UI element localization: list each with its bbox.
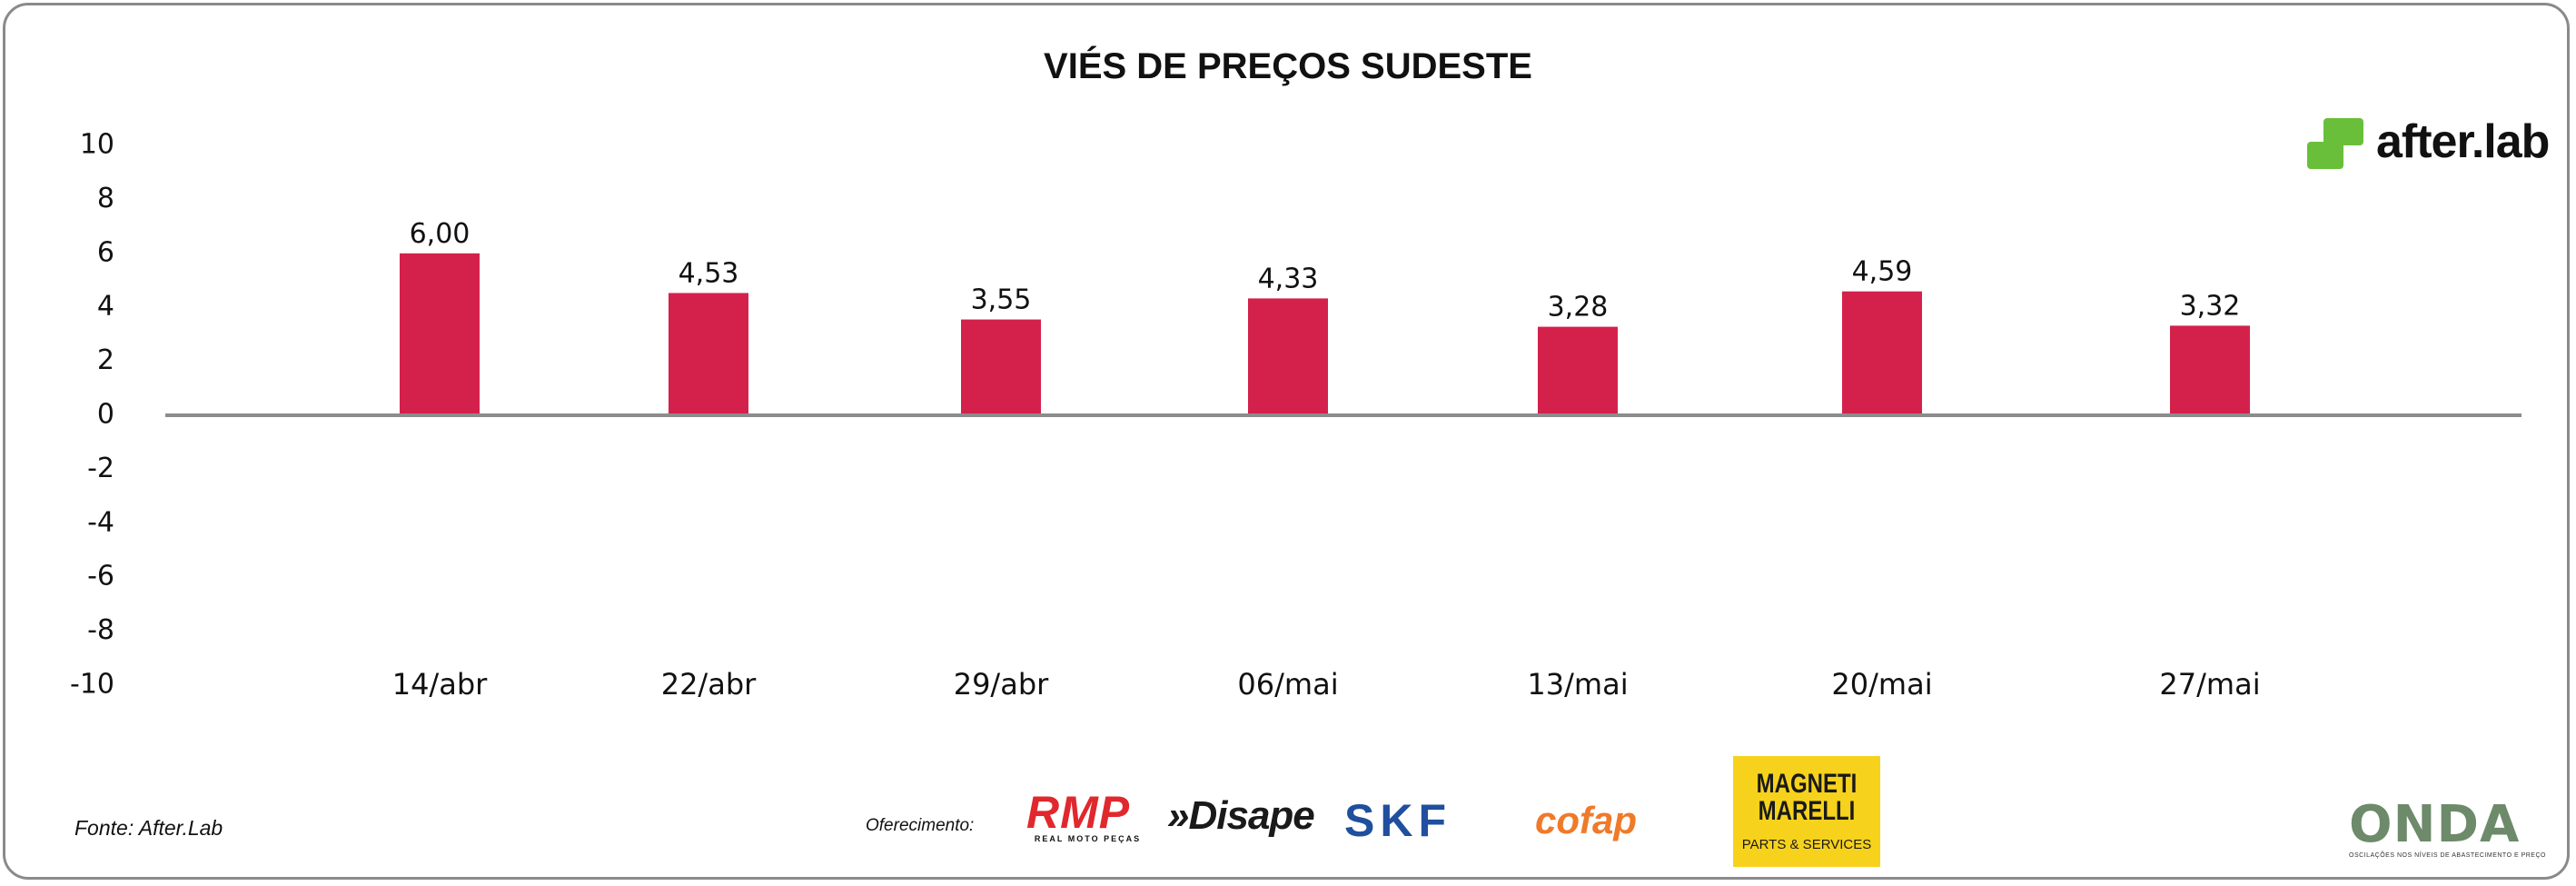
- bar: [1842, 291, 1922, 415]
- bar: [400, 253, 480, 415]
- data-label: 3,28: [1548, 292, 1609, 324]
- chart-title: VIÉS DE PREÇOS SUDESTE: [1044, 45, 1532, 86]
- bar: [2170, 325, 2250, 415]
- y-axis-ticks: 10 8 6 4 2 0 -2 -4 -6 -8 -10: [70, 129, 114, 701]
- data-label: 3,55: [971, 284, 1032, 316]
- after-lab-wordmark: after.lab: [2376, 115, 2550, 168]
- x-axis-ticks: 14/abr 22/abr 29/abr 06/mai 13/mai 20/mai 27/m…: [392, 667, 2261, 702]
- bar: [1248, 298, 1328, 415]
- onda-wordmark: ONDA: [2349, 795, 2521, 854]
- y-tick-label: 6: [97, 236, 114, 268]
- y-tick-label: 2: [97, 344, 114, 376]
- rmp-logo: RMP REAL MOTO PEÇAS: [1026, 787, 1149, 843]
- onda-logo: ONDA OSCILAÇÕES NOS NÍVEIS DE ABASTECIME…: [2349, 795, 2546, 863]
- bar: [669, 293, 748, 415]
- data-label: 3,32: [2180, 290, 2241, 322]
- after-lab-logo-icon: [2307, 118, 2363, 169]
- magneti-marelli-line2: MARELLI: [1758, 796, 1856, 826]
- y-tick-label: -8: [87, 614, 114, 646]
- y-tick-label: 8: [97, 183, 114, 214]
- disape-wordmark: »Disape: [1167, 793, 1315, 838]
- cofap-logo: cofap: [1535, 798, 1703, 843]
- y-tick-label: 10: [80, 129, 114, 161]
- x-tick-label: 27/mai: [2159, 667, 2260, 702]
- after-lab-logo: after.lab: [2304, 114, 2558, 169]
- bar: [961, 319, 1041, 415]
- data-label: 4,53: [679, 257, 739, 289]
- source-note: Fonte: After.Lab: [74, 816, 223, 840]
- magneti-marelli-line3: PARTS & SERVICES: [1741, 837, 1872, 852]
- chart-frame: [3, 3, 2570, 880]
- bars: [400, 253, 2250, 415]
- data-label: 4,33: [1258, 263, 1319, 294]
- x-tick-label: 13/mai: [1527, 667, 1628, 702]
- data-label: 6,00: [410, 218, 471, 250]
- data-label: 4,59: [1852, 256, 1913, 288]
- skf-logo: SKF: [1344, 798, 1512, 843]
- rmp-subtitle: REAL MOTO PEÇAS: [1034, 834, 1142, 843]
- data-labels: 6,00 4,53 3,55 4,33 3,28 4,59 3,32: [410, 218, 2241, 324]
- onda-subtitle: OSCILAÇÕES NOS NÍVEIS DE ABASTECIMENTO E…: [2349, 852, 2546, 859]
- x-tick-label: 06/mai: [1237, 667, 1338, 702]
- x-tick-label: 22/abr: [661, 667, 757, 702]
- x-tick-label: 29/abr: [954, 667, 1049, 702]
- y-tick-label: -4: [87, 506, 114, 538]
- y-tick-label: 0: [97, 399, 114, 431]
- rmp-wordmark: RMP: [1026, 787, 1131, 838]
- magneti-marelli-logo: MAGNETI MARELLI PARTS & SERVICES: [1733, 756, 1880, 867]
- sponsor-label: Oferecimento:: [866, 816, 975, 835]
- disape-logo: »Disape: [1167, 792, 1326, 843]
- x-tick-label: 20/mai: [1831, 667, 1932, 702]
- x-tick-label: 14/abr: [392, 667, 488, 702]
- cofap-wordmark: cofap: [1535, 799, 1638, 841]
- y-tick-label: 4: [97, 291, 114, 323]
- y-tick-label: -10: [70, 669, 114, 701]
- y-tick-label: -6: [87, 561, 114, 592]
- skf-wordmark: SKF: [1344, 795, 1451, 846]
- bar: [1538, 326, 1618, 415]
- magneti-marelli-line1: MAGNETI: [1756, 769, 1858, 799]
- y-tick-label: -2: [87, 453, 114, 484]
